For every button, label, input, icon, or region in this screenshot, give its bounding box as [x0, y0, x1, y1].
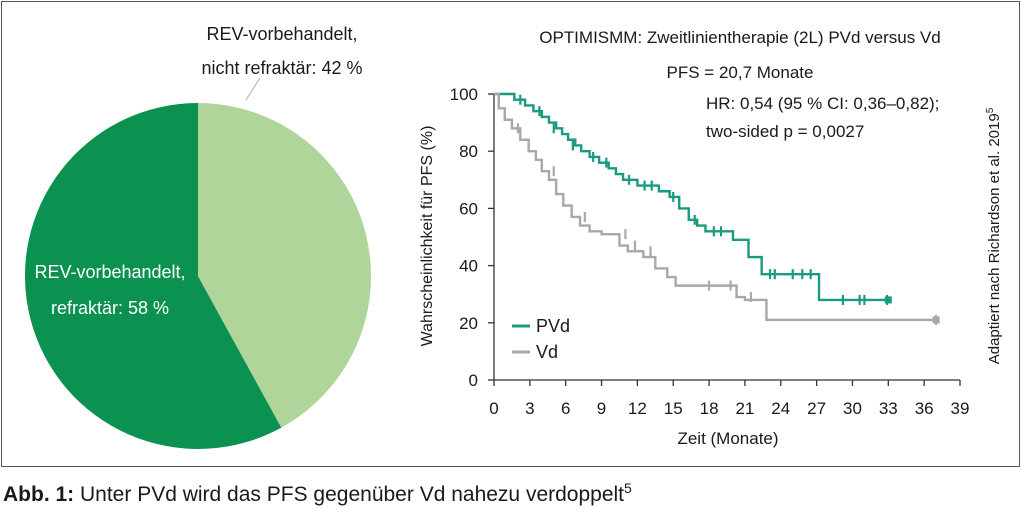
km-y-tick-label: 40: [459, 257, 478, 276]
km-curve-pvd: [494, 92, 889, 302]
km-x-tick-label: 12: [628, 399, 647, 418]
pie-label-refractory-line1: REV-vorbehandelt,: [34, 262, 185, 282]
km-x-tick-label: 9: [597, 399, 606, 418]
km-curves: [494, 92, 940, 325]
legend-label-pvd: PVd: [536, 316, 570, 336]
km-y-tick-label: 100: [450, 85, 478, 104]
caption-ref: 5: [624, 480, 632, 496]
caption-label: Abb. 1:: [3, 483, 75, 506]
km-curve-vd: [494, 92, 937, 322]
km-x-tick-label: 21: [735, 399, 754, 418]
km-chart: OPTIMISMM: Zweitlinientherapie (2L) PVd …: [419, 28, 1003, 448]
km-x-tick-label: 30: [843, 399, 862, 418]
km-x-tick-label: 6: [561, 399, 570, 418]
km-x-tick-label: 24: [771, 399, 790, 418]
km-x-tick-label: 15: [664, 399, 683, 418]
km-y-tick-label: 20: [459, 314, 478, 333]
km-curve-end-vd: [932, 316, 940, 324]
km-legend: PVd Vd: [512, 316, 570, 362]
pie-chart: REV-vorbehandelt, nicht refraktär: 42 % …: [24, 24, 371, 449]
km-y-tick-label: 80: [459, 142, 478, 161]
km-x-tick-label: 27: [807, 399, 826, 418]
caption-text: Unter PVd wird das PFS gegenüber Vd nahe…: [74, 483, 625, 506]
pie-label-refractory-line2: refraktär: 58 %: [51, 298, 169, 318]
source-note-text: Adaptiert nach Richardson et al. 2019: [986, 113, 1003, 364]
km-y-tick-label: 60: [459, 199, 478, 218]
km-y-tick-label: 0: [469, 371, 478, 390]
km-x-tick-label: 33: [879, 399, 898, 418]
pie-label-leader-line: [245, 77, 261, 101]
km-y-axis-label: Wahrscheinlichkeit für PFS (%): [419, 126, 436, 347]
figure-canvas: REV-vorbehandelt, nicht refraktär: 42 % …: [24, 24, 1003, 449]
km-p-annotation: two-sided p = 0,0027: [706, 122, 864, 141]
km-x-tick-label: 39: [951, 399, 970, 418]
source-note: Adaptiert nach Richardson et al. 20195: [985, 107, 1003, 364]
km-pfs-annotation: PFS = 20,7 Monate: [667, 63, 814, 82]
pie-label-nonrefractory-line2: nicht refraktär: 42 %: [201, 58, 362, 78]
pie-slice-refractory: [24, 103, 282, 449]
km-x-axis-label: Zeit (Monate): [677, 429, 778, 448]
km-x-tick-label: 3: [525, 399, 534, 418]
pie-slice-nonrefractory: [198, 103, 371, 428]
km-x-tick-label: 0: [489, 399, 498, 418]
km-x-tick-label: 18: [700, 399, 719, 418]
pie-label-nonrefractory-line1: REV-vorbehandelt,: [206, 24, 357, 44]
legend-label-vd: Vd: [536, 342, 558, 362]
figure-caption: Abb. 1: Unter PVd wird das PFS gegenüber…: [3, 480, 632, 507]
km-title: OPTIMISMM: Zweitlinientherapie (2L) PVd …: [539, 28, 941, 47]
km-curve-end-pvd: [884, 296, 892, 304]
source-note-ref: 5: [985, 107, 996, 113]
km-x-tick-label: 36: [915, 399, 934, 418]
km-hr-annotation: HR: 0,54 (95 % CI: 0,36–0,82);: [706, 94, 939, 113]
